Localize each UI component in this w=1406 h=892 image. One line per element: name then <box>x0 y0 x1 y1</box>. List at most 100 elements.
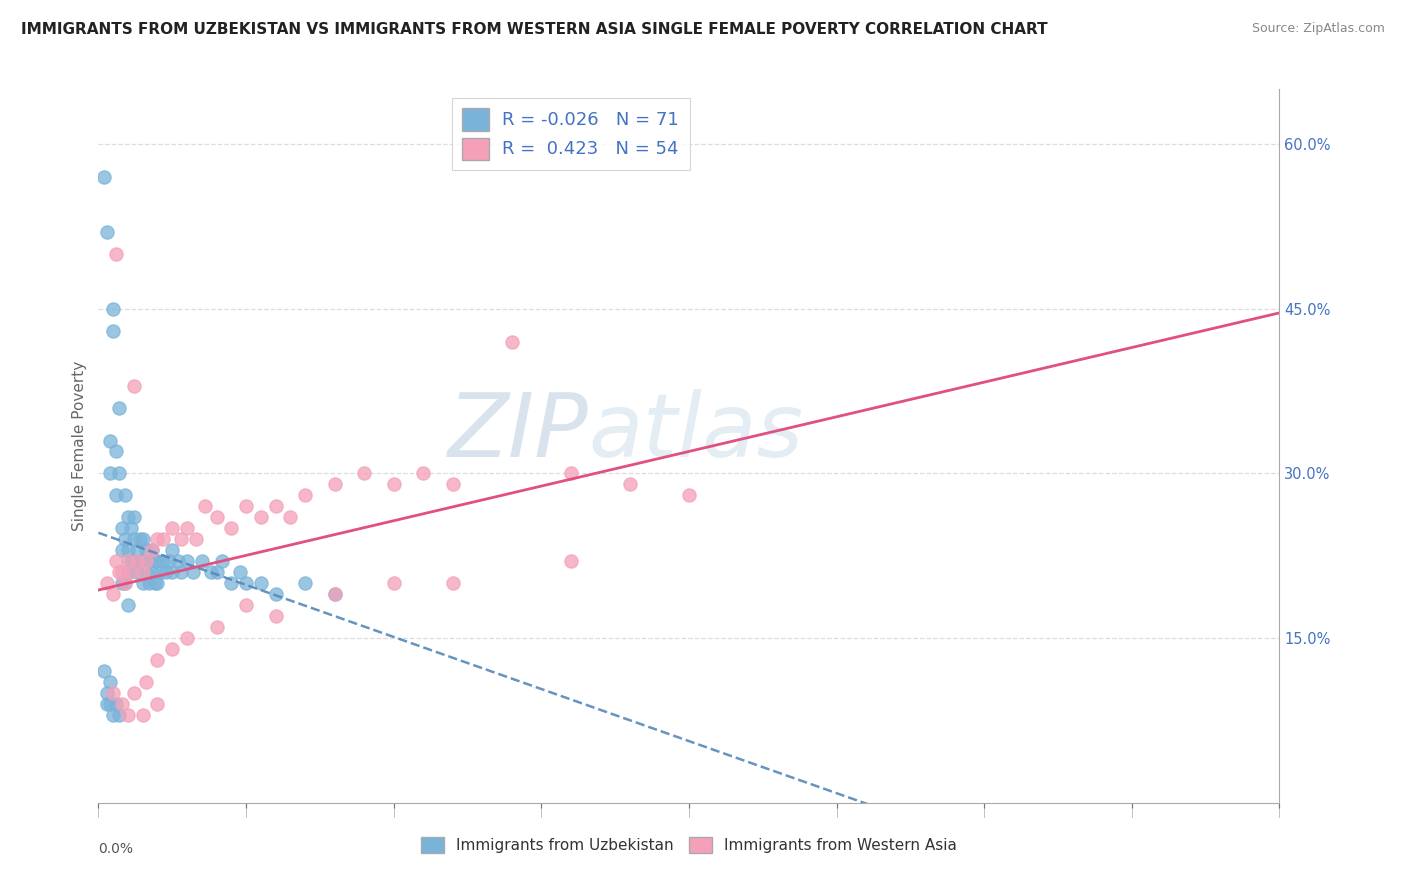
Point <box>105 554 128 568</box>
Text: atlas: atlas <box>589 389 803 475</box>
Point <box>105 697 128 711</box>
Point <box>176 554 198 568</box>
Point <box>125 566 148 580</box>
Point <box>441 477 464 491</box>
Point <box>103 708 125 723</box>
Point <box>294 488 316 502</box>
Point <box>141 543 163 558</box>
Point <box>135 675 157 690</box>
Point <box>184 533 207 547</box>
Point <box>146 554 169 568</box>
Point <box>146 653 169 667</box>
Point <box>108 566 131 580</box>
Point <box>93 169 115 184</box>
Point <box>501 334 523 349</box>
Point <box>105 488 128 502</box>
Point <box>194 500 217 514</box>
Point <box>108 708 131 723</box>
Point <box>323 477 346 491</box>
Point <box>146 697 169 711</box>
Point <box>382 477 405 491</box>
Point <box>103 324 125 338</box>
Point <box>132 576 155 591</box>
Point <box>235 576 257 591</box>
Y-axis label: Single Female Poverty: Single Female Poverty <box>72 361 87 531</box>
Text: ZIP: ZIP <box>447 389 589 475</box>
Point <box>98 675 121 690</box>
Point <box>114 533 136 547</box>
Point <box>120 566 142 580</box>
Point <box>412 467 434 481</box>
Point <box>250 576 273 591</box>
Point <box>122 554 145 568</box>
Point <box>125 554 148 568</box>
Point <box>167 554 190 568</box>
Point <box>205 510 228 524</box>
Point <box>152 533 174 547</box>
Point <box>122 510 145 524</box>
Point <box>103 301 125 316</box>
Point <box>143 576 166 591</box>
Point <box>162 642 183 657</box>
Point <box>678 488 700 502</box>
Point <box>111 576 134 591</box>
Point <box>135 554 157 568</box>
Point <box>96 686 118 700</box>
Point <box>560 554 582 568</box>
Point <box>560 467 582 481</box>
Point <box>117 708 139 723</box>
Point <box>146 576 169 591</box>
Point <box>128 533 150 547</box>
Point <box>441 576 464 591</box>
Point <box>135 543 157 558</box>
Point <box>323 587 346 601</box>
Point <box>103 686 125 700</box>
Point <box>323 587 346 601</box>
Point <box>250 510 273 524</box>
Point <box>619 477 641 491</box>
Point <box>93 664 115 678</box>
Point <box>108 401 131 415</box>
Point <box>353 467 375 481</box>
Point <box>132 554 155 568</box>
Point <box>117 510 139 524</box>
Point <box>221 521 243 535</box>
Point <box>382 576 405 591</box>
Point <box>157 554 180 568</box>
Point <box>114 488 136 502</box>
Point <box>111 543 134 558</box>
Point <box>111 697 134 711</box>
Point <box>114 576 136 591</box>
Point <box>138 576 160 591</box>
Point <box>221 576 243 591</box>
Point <box>264 500 287 514</box>
Point <box>128 554 150 568</box>
Point <box>96 697 118 711</box>
Point <box>114 576 136 591</box>
Point <box>146 533 169 547</box>
Point <box>122 533 145 547</box>
Point <box>96 576 118 591</box>
Point <box>105 247 128 261</box>
Point <box>176 631 198 645</box>
Point <box>111 566 134 580</box>
Point <box>229 566 252 580</box>
Point <box>143 554 166 568</box>
Point <box>170 566 193 580</box>
Point <box>205 566 228 580</box>
Point <box>149 566 172 580</box>
Point <box>141 543 163 558</box>
Text: 0.0%: 0.0% <box>98 842 134 856</box>
Text: Source: ZipAtlas.com: Source: ZipAtlas.com <box>1251 22 1385 36</box>
Point <box>205 620 228 634</box>
Point <box>96 225 118 239</box>
Point <box>122 378 145 392</box>
Point <box>264 587 287 601</box>
Point <box>132 566 155 580</box>
Point <box>117 554 139 568</box>
Point <box>120 521 142 535</box>
Point <box>117 566 139 580</box>
Point <box>235 500 257 514</box>
Point <box>111 521 134 535</box>
Point <box>125 543 148 558</box>
